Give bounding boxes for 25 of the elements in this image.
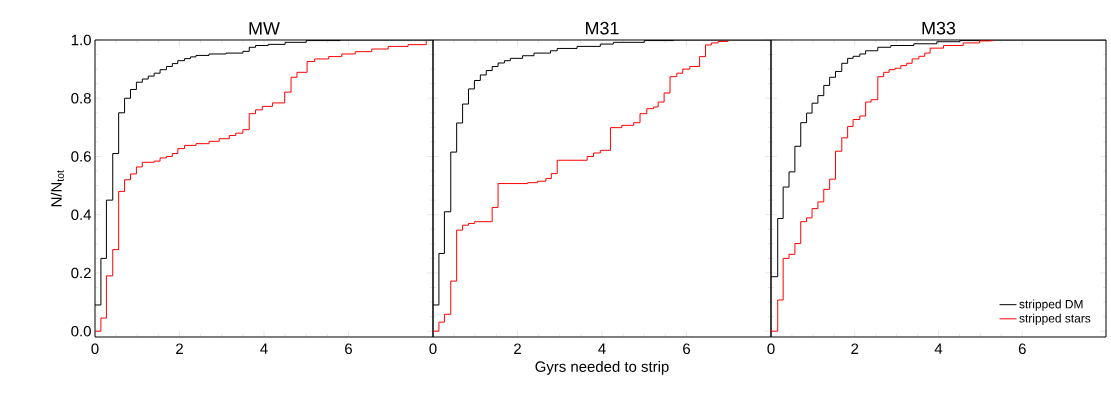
legend-label: stripped DM [1019, 299, 1083, 311]
x-tick-label: 0 [767, 343, 775, 355]
x-tick-label: 6 [345, 343, 352, 355]
x-tick-label: 0 [91, 343, 99, 355]
x-tick-label: 2 [176, 343, 183, 354]
x-tick-label: 2 [514, 343, 521, 354]
chart-title: MW [249, 22, 280, 35]
x-tick-label: 4 [598, 343, 606, 354]
chart-title: M31 [586, 21, 619, 35]
chart-title: M33 [922, 21, 956, 35]
x-tick-label: 6 [683, 343, 690, 355]
y-tick-label: 0.4 [71, 209, 92, 220]
y-tick-label: 0.2 [71, 267, 91, 279]
y-tick-label: 0.6 [71, 151, 91, 162]
x-tick-label: 0 [429, 343, 437, 355]
x-tick-label: 6 [1018, 343, 1026, 355]
x-tick-label: 4 [934, 343, 943, 354]
x-tick-label: 4 [260, 343, 268, 354]
x-axis-title: Gyrs needed to strip [535, 360, 669, 375]
y-tick-label: 1.0 [71, 34, 91, 46]
y-tick-label: 0.8 [71, 92, 91, 104]
x-tick-label: 2 [851, 343, 859, 354]
y-axis-title: N/N$_{tot}$ [50, 170, 64, 207]
legend-label: stripped stars [1019, 313, 1091, 325]
y-tick-label: 0.0 [71, 325, 91, 337]
